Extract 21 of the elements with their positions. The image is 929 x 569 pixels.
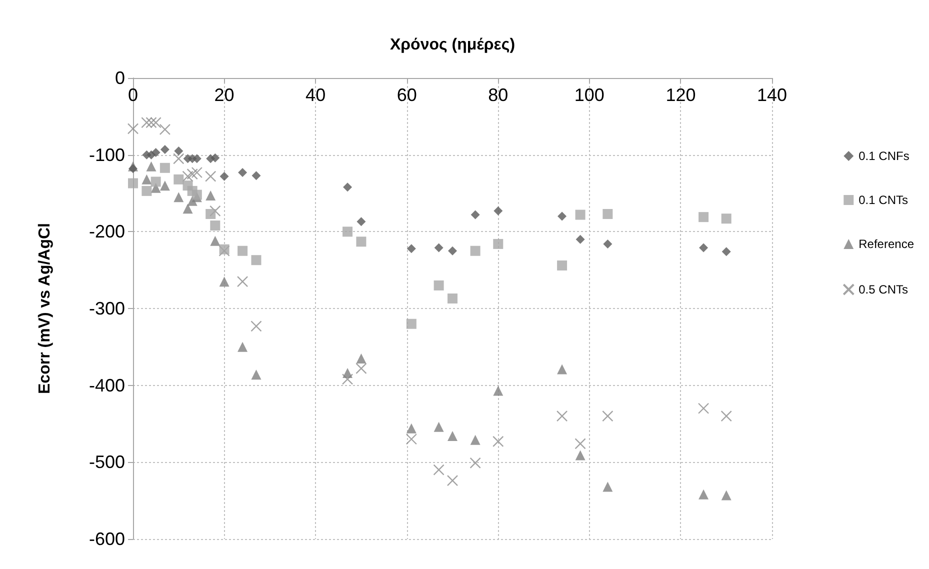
legend-label: 0.1 CNFs xyxy=(858,149,910,163)
legend-label: Reference xyxy=(858,237,914,251)
x-tick-label: 20 xyxy=(214,85,234,105)
y-tick-label: -100 xyxy=(88,144,125,165)
x-tick-label: 40 xyxy=(306,85,326,105)
legend-label: 0.1 CNTs xyxy=(858,193,908,207)
y-axis-title: Ecorr (mV) vs Ag/AgCl xyxy=(36,223,54,394)
x-axis-title: Χρόνος (ημέρες) xyxy=(390,36,516,54)
y-tick-label: -500 xyxy=(88,452,125,472)
x-tick-label: 60 xyxy=(396,85,417,105)
x-tick-label: 0 xyxy=(128,85,138,105)
y-tick-label: -300 xyxy=(88,298,125,318)
x-tick-label: 140 xyxy=(756,85,788,105)
y-tick-label: -200 xyxy=(88,222,125,242)
x-tick-label: 120 xyxy=(666,85,696,105)
x-tick-label: 100 xyxy=(574,85,604,105)
y-tick-label: -600 xyxy=(88,529,125,549)
y-tick-label: -400 xyxy=(88,375,125,396)
legend-label: 0.5 CNTs xyxy=(858,282,908,296)
x-tick-label: 80 xyxy=(488,85,508,105)
y-tick-label: 0 xyxy=(114,68,125,88)
